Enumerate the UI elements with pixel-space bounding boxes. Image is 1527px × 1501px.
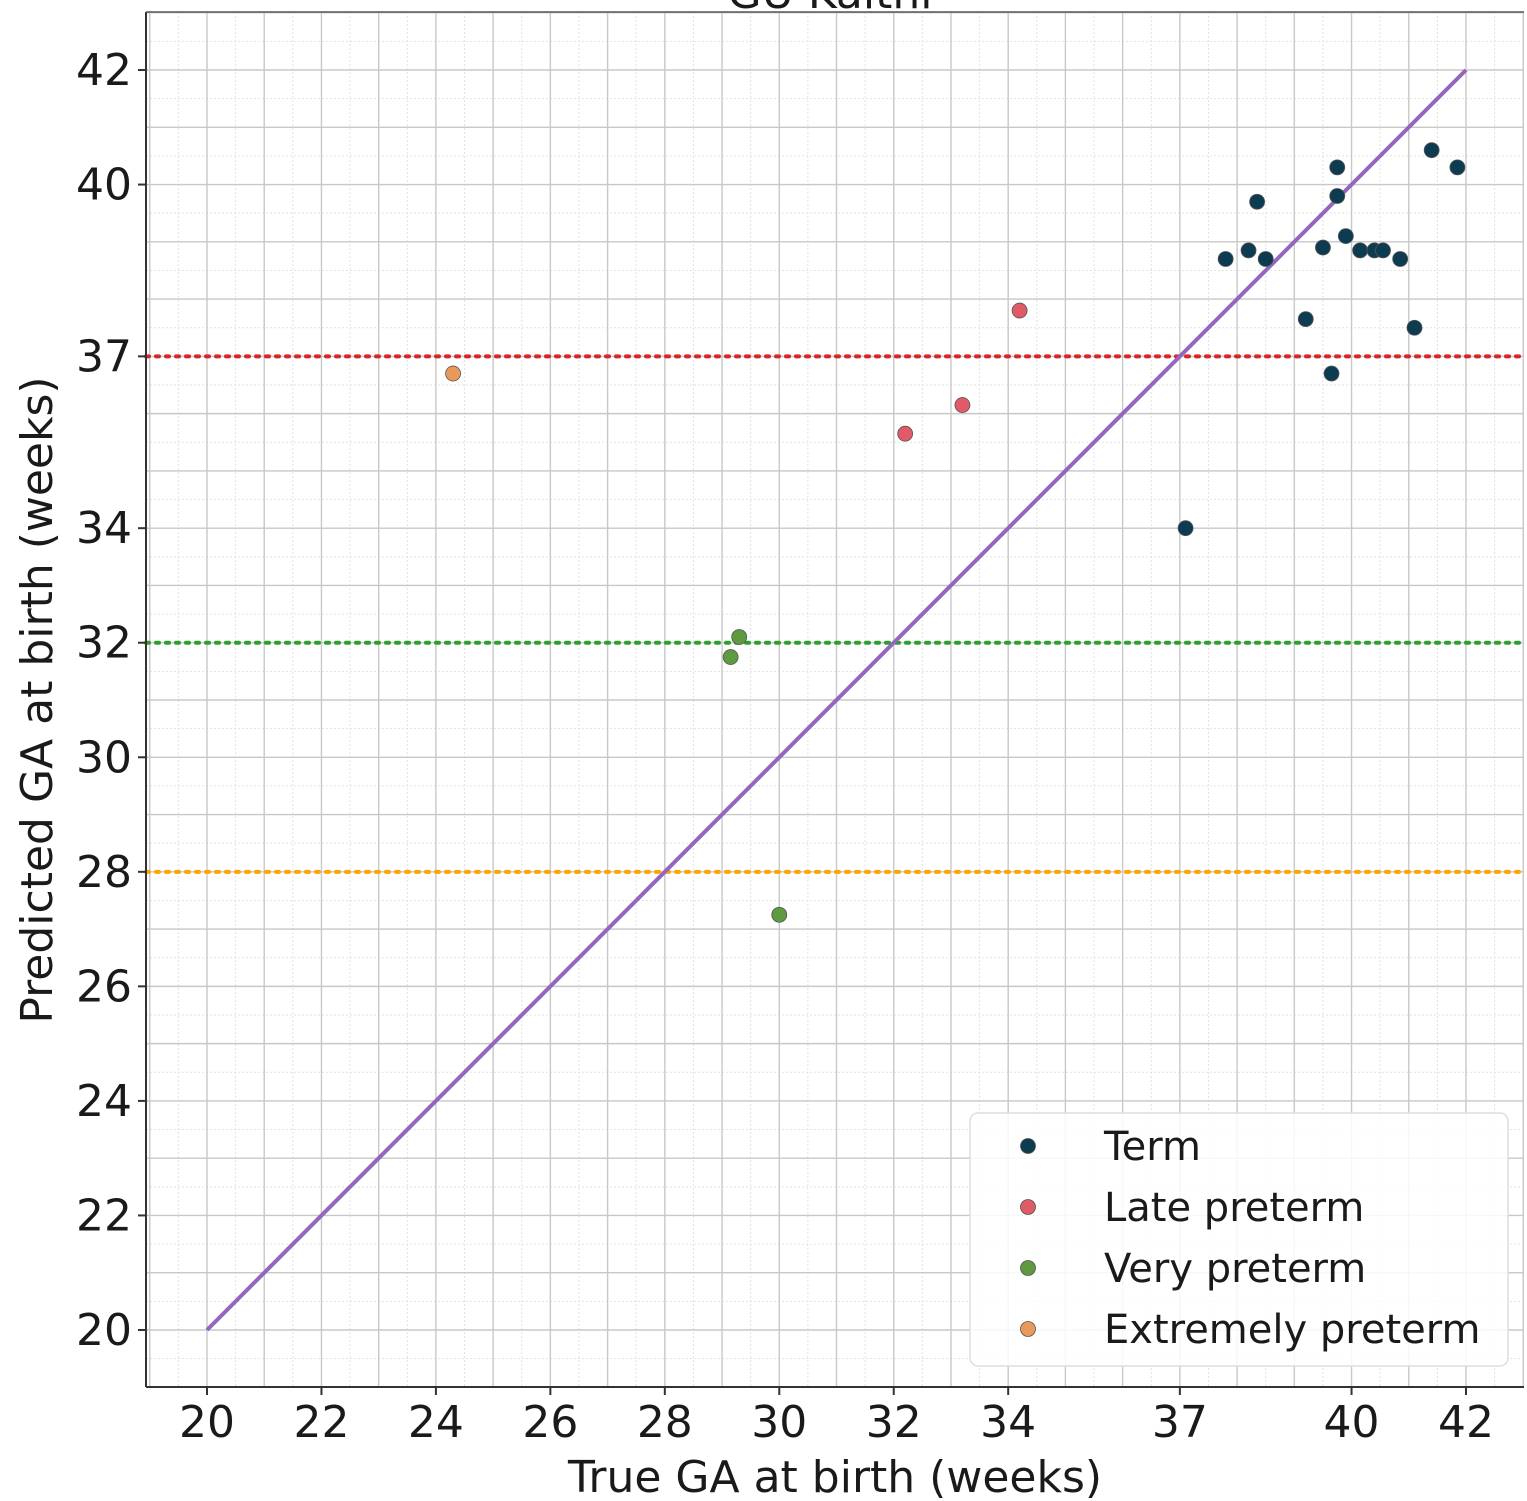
data-point-term <box>1240 242 1257 259</box>
data-point-term <box>1329 188 1346 204</box>
legend-marker <box>1020 1260 1036 1276</box>
y-tick-label: 30 <box>76 732 132 783</box>
legend-entry-label: Late preterm <box>1104 1185 1364 1231</box>
legend-marker <box>1020 1138 1036 1154</box>
y-axis-ticks: 20 22 24 26 28 30 32 34 37 40 42 <box>76 45 146 1356</box>
legend-entry-label: Term <box>1103 1124 1201 1170</box>
legend-entry-label: Very preterm <box>1104 1246 1366 1292</box>
data-point-late-preterm <box>954 397 971 413</box>
data-point-term <box>1352 242 1369 259</box>
data-point-term <box>1257 251 1274 267</box>
data-point-term <box>1217 251 1234 267</box>
data-point-term <box>1337 228 1354 244</box>
y-tick-label: 26 <box>76 961 132 1012</box>
data-point-very-preterm <box>771 906 788 923</box>
y-tick-label: 22 <box>76 1190 132 1241</box>
y-axis-label: Predicted GA at birth (weeks) <box>12 376 63 1023</box>
data-point-late-preterm <box>1011 302 1028 319</box>
x-axis-ticks: 20 22 24 26 28 30 32 34 37 40 42 <box>179 1387 1494 1448</box>
data-points <box>445 142 1466 923</box>
legend: Term Late preterm Very preterm Extremely pr… <box>969 1112 1509 1367</box>
y-tick-label: 20 <box>76 1305 132 1356</box>
x-tick-label: 22 <box>293 1397 349 1448</box>
y-tick-label: 28 <box>76 847 132 898</box>
x-tick-label: 37 <box>1152 1397 1208 1448</box>
plot-frame <box>145 11 1524 1388</box>
data-point-very-preterm <box>722 649 739 665</box>
legend-marker <box>1020 1321 1036 1337</box>
x-tick-label: 28 <box>637 1397 693 1448</box>
data-point-term <box>1375 242 1391 259</box>
threshold-lines <box>144 354 1526 874</box>
x-tick-label: 24 <box>408 1397 464 1448</box>
data-point-term <box>1329 159 1346 176</box>
data-point-extremely-preterm <box>445 365 461 382</box>
y-tick-label: 42 <box>76 45 132 96</box>
data-point-term <box>1423 142 1440 159</box>
y-tick-label: 32 <box>76 618 132 669</box>
x-axis-label: True GA at birth (weeks) <box>567 1452 1102 1501</box>
identity-line-segment <box>205 68 1468 1332</box>
data-point-term <box>1315 239 1331 256</box>
x-tick-label: 40 <box>1324 1397 1380 1448</box>
data-point-term <box>1249 193 1266 210</box>
data-point-term <box>1323 365 1340 382</box>
x-tick-label: 30 <box>751 1397 807 1448</box>
data-point-late-preterm <box>897 425 914 442</box>
x-tick-label: 34 <box>980 1397 1036 1448</box>
y-tick-label: 40 <box>76 160 132 211</box>
legend-box <box>969 1112 1509 1367</box>
x-tick-label: 20 <box>179 1397 235 1448</box>
y-tick-label: 37 <box>76 331 132 382</box>
y-tick-label: 34 <box>76 503 132 554</box>
data-point-very-preterm <box>731 629 748 645</box>
legend-entry-label: Extremely preterm <box>1104 1307 1480 1353</box>
data-point-term <box>1406 319 1423 336</box>
y-tick-label: 24 <box>76 1076 132 1127</box>
x-tick-label: 32 <box>866 1397 922 1448</box>
data-point-term <box>1449 159 1466 176</box>
x-tick-label: 26 <box>522 1397 578 1448</box>
chart-title: GU Kaithi <box>728 0 933 19</box>
data-point-term <box>1392 251 1409 267</box>
identity-line <box>205 68 1468 1332</box>
data-point-term <box>1297 311 1314 328</box>
legend-marker <box>1020 1199 1036 1215</box>
data-point-term <box>1177 520 1194 537</box>
x-tick-label: 42 <box>1438 1397 1494 1448</box>
